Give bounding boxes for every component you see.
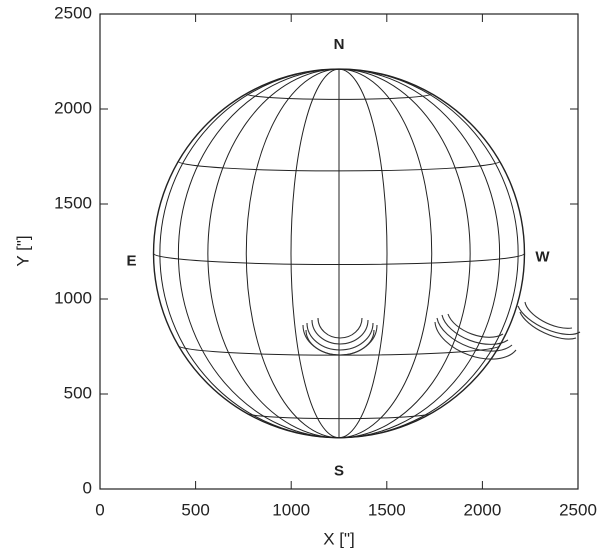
loop xyxy=(307,323,373,350)
meridian xyxy=(178,69,339,438)
x-axis-label: X ["] xyxy=(323,529,355,548)
chart: X ["] Y ["] 0 500 1000 1500 2000 2500 0 500 1000… xyxy=(0,0,616,554)
loop xyxy=(442,315,508,344)
meridian xyxy=(339,69,518,438)
direction-label: S xyxy=(334,463,344,480)
meridian xyxy=(339,69,387,438)
y-tick-label: 1500 xyxy=(54,193,92,212)
x-tick-label: 500 xyxy=(181,500,209,519)
y-tick-label: 1000 xyxy=(54,288,92,307)
loop xyxy=(525,302,572,328)
x-tick-label: 1000 xyxy=(272,500,310,519)
loop xyxy=(518,306,580,334)
direction-label: N xyxy=(334,36,345,53)
y-axis-label: Y ["] xyxy=(13,235,32,266)
meridian xyxy=(339,69,500,438)
direction-label: E xyxy=(127,252,137,269)
direction-label: W xyxy=(535,248,550,265)
loop xyxy=(312,320,368,344)
loop xyxy=(435,322,516,359)
y-tick-label: 2000 xyxy=(54,98,92,117)
x-tick-label: 0 xyxy=(95,500,104,519)
y-tick-label: 0 xyxy=(83,478,92,497)
meridian xyxy=(208,69,339,438)
coronal-loops xyxy=(303,302,580,359)
meridian xyxy=(291,69,339,438)
meridian xyxy=(246,69,339,438)
x-tick-label: 2000 xyxy=(463,500,501,519)
x-tick-label: 2500 xyxy=(559,500,597,519)
y-tick-label: 500 xyxy=(64,383,92,402)
loop xyxy=(306,330,374,355)
y-tick-label: 2500 xyxy=(54,3,92,22)
meridian xyxy=(160,69,339,438)
meridian xyxy=(339,69,470,438)
meridian xyxy=(339,69,432,438)
loop xyxy=(318,318,362,338)
page: X ["] Y ["] 0 500 1000 1500 2000 2500 0 500 1000… xyxy=(0,0,616,559)
x-tick-label: 1500 xyxy=(368,500,406,519)
